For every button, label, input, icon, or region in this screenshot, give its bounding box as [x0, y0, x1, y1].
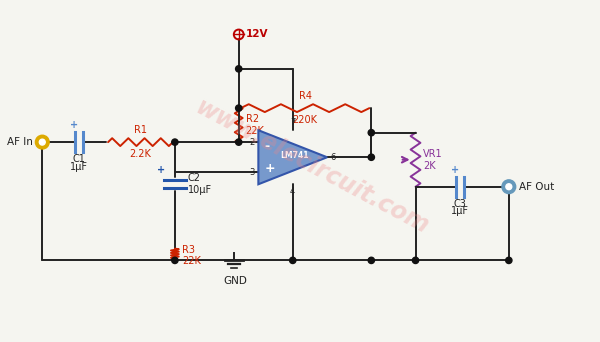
Text: 7: 7: [290, 118, 295, 127]
Text: 6: 6: [330, 153, 335, 162]
Text: C1: C1: [73, 154, 86, 164]
Circle shape: [412, 257, 419, 264]
Text: C3: C3: [453, 198, 466, 209]
Circle shape: [368, 130, 374, 136]
Polygon shape: [259, 130, 327, 184]
Circle shape: [172, 257, 178, 264]
Text: 3: 3: [249, 168, 254, 177]
Text: +: +: [451, 165, 459, 175]
Text: R3
22K: R3 22K: [182, 245, 200, 266]
Text: 4: 4: [290, 187, 295, 196]
Circle shape: [35, 135, 49, 149]
Text: R1: R1: [134, 125, 147, 135]
Text: +: +: [70, 120, 78, 130]
Text: 2.2K: 2.2K: [130, 149, 151, 159]
Circle shape: [290, 257, 296, 264]
Text: C2
10μF: C2 10μF: [188, 173, 212, 195]
Text: -: -: [264, 140, 269, 153]
Circle shape: [172, 139, 178, 145]
Text: GND: GND: [224, 276, 248, 286]
Text: VR1
2K: VR1 2K: [424, 149, 443, 171]
Text: R4: R4: [299, 91, 311, 101]
Text: +: +: [157, 165, 165, 175]
Text: 2: 2: [249, 137, 254, 147]
Text: +: +: [264, 161, 275, 174]
Circle shape: [236, 66, 242, 72]
Text: 1μF: 1μF: [70, 162, 88, 172]
Text: 1μF: 1μF: [451, 206, 469, 216]
Circle shape: [368, 257, 374, 264]
Circle shape: [40, 139, 45, 145]
Circle shape: [236, 105, 242, 111]
Circle shape: [368, 154, 374, 160]
Text: R2
22K: R2 22K: [245, 114, 265, 136]
Circle shape: [506, 257, 512, 264]
Text: AF In: AF In: [7, 137, 32, 147]
Text: 220K: 220K: [293, 115, 317, 125]
Circle shape: [236, 139, 242, 145]
Text: AF Out: AF Out: [518, 182, 554, 192]
Circle shape: [506, 184, 512, 190]
Text: www.elecircuit.com: www.elecircuit.com: [191, 95, 433, 239]
Text: LM741: LM741: [280, 151, 309, 160]
Text: 12V: 12V: [245, 29, 268, 39]
Circle shape: [502, 180, 515, 194]
